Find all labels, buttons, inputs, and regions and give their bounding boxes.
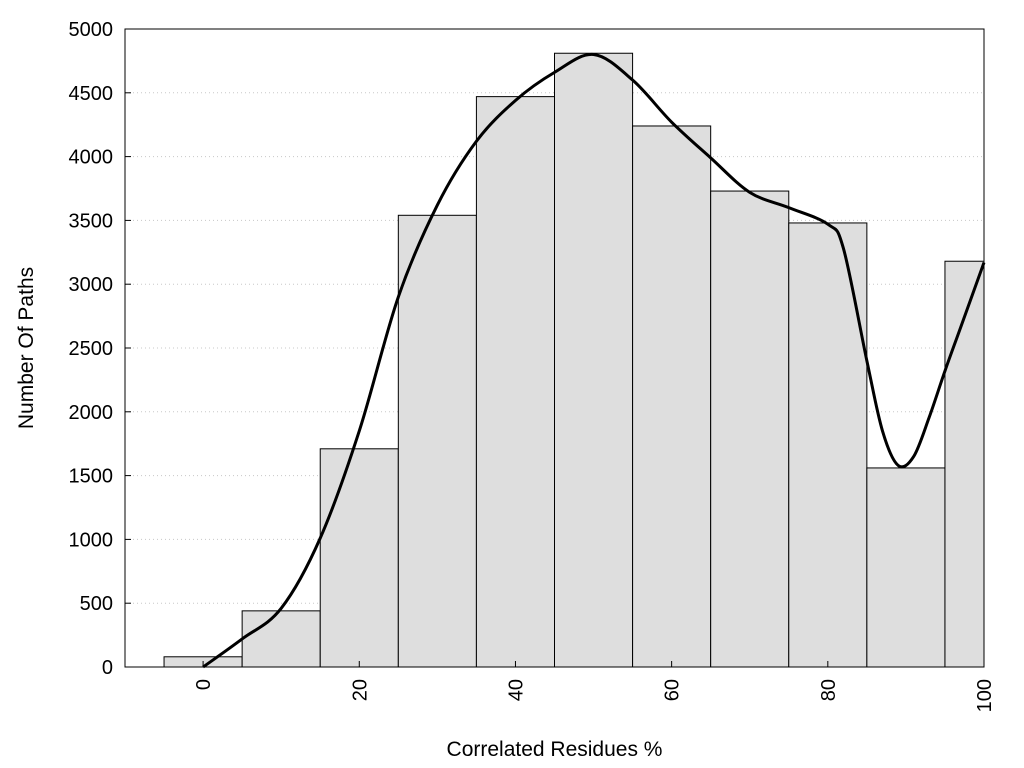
y-axis-ticks: 0 500 1000 1500 2000 2500 3000 3500 4000 4500 5000 [69, 19, 131, 679]
histogram-bar [241, 610, 321, 668]
y-tick-label: 2000 [69, 402, 114, 424]
histogram-bar [475, 96, 555, 668]
y-tick-label: 1500 [69, 466, 114, 488]
y-tick-label: 3500 [69, 210, 114, 232]
histogram-bar [319, 448, 399, 668]
histogram-bar [866, 467, 946, 668]
y-tick-label: 4000 [69, 147, 114, 169]
x-tick-label: 100 [974, 679, 996, 712]
histogram-bar [944, 260, 985, 668]
y-tick-label: 4500 [69, 83, 114, 105]
x-tick-label: 40 [505, 679, 527, 701]
density-curve [202, 53, 986, 669]
bars-group [163, 52, 985, 668]
x-tick-label: 0 [193, 679, 215, 690]
x-axis-ticks: 0 20 40 60 80 100 [193, 661, 996, 712]
y-tick-label: 500 [80, 593, 113, 615]
y-tick-label: 5000 [69, 19, 114, 41]
y-tick-label: 0 [102, 657, 113, 679]
x-tick-label: 60 [662, 679, 684, 701]
histogram-bar [397, 214, 477, 668]
histogram-bar [632, 125, 712, 668]
y-tick-label: 3000 [69, 274, 114, 296]
histogram-bar [788, 222, 868, 668]
x-tick-label: 80 [818, 679, 840, 701]
y-tick-label: 2500 [69, 338, 114, 360]
histogram-bar [554, 52, 634, 668]
y-tick-label: 1000 [69, 529, 114, 551]
y-axis-title: Number Of Paths [15, 267, 38, 429]
x-axis-title: Correlated Residues % [447, 738, 663, 761]
histogram-bar [710, 190, 790, 668]
x-tick-label: 20 [349, 679, 371, 701]
